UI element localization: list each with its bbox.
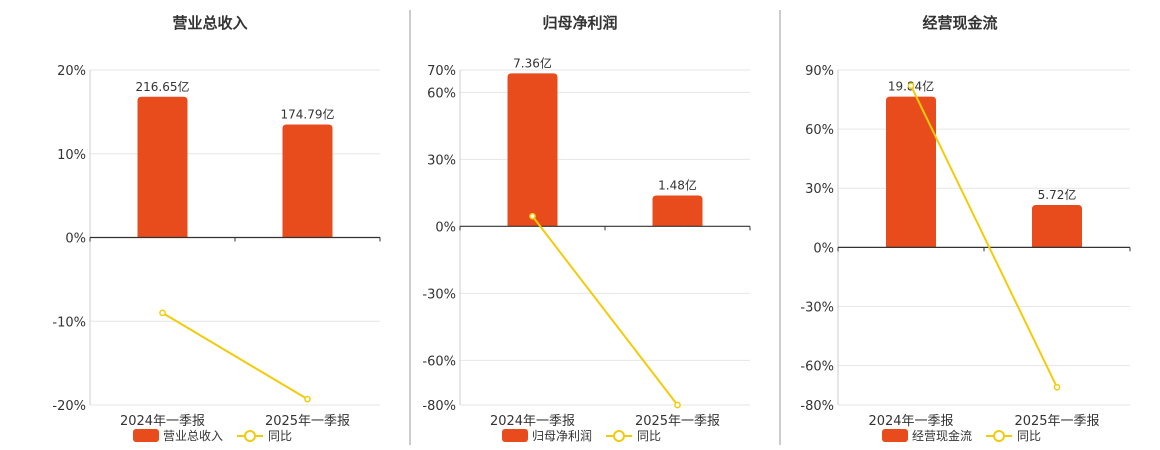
bar — [138, 97, 188, 238]
legend-line-marker — [245, 431, 255, 441]
bar-data-label: 216.65亿 — [136, 79, 190, 94]
legend-bar-swatch — [502, 429, 528, 442]
x-category-label: 2024年一季报 — [120, 414, 205, 429]
chart-title: 归母净利润 — [542, 14, 617, 32]
yoy-point — [160, 310, 165, 315]
legend-bar-swatch — [133, 429, 159, 442]
yoy-point — [305, 397, 310, 402]
y-tick-label: 90% — [805, 64, 834, 79]
x-category-label: 2025年一季报 — [1014, 414, 1099, 429]
bar-data-label: 5.72亿 — [1038, 187, 1077, 202]
chart-panel-2: 归母净利润 -80% -60% -30% 0% 30% 60% 70% 7.36亿 1.48亿 20… — [422, 14, 750, 443]
y-tick-label: -60% — [800, 360, 834, 375]
bar-data-label: 7.36亿 — [513, 55, 552, 70]
yoy-line — [533, 216, 678, 405]
bar — [886, 97, 936, 248]
y-tick-label: -30% — [422, 287, 456, 302]
chart-title: 营业总收入 — [172, 14, 247, 32]
x-category-label: 2024年一季报 — [490, 414, 575, 429]
bar-data-label: 1.48亿 — [658, 178, 697, 193]
y-tick-label: 60% — [805, 123, 834, 138]
x-category-label: 2025年一季报 — [635, 414, 720, 429]
bar — [508, 73, 558, 226]
chart-panel-1: 营业总收入 -20% -10% 0% 10% 20% 216.65亿 174.79亿 2024年… — [52, 14, 380, 443]
yoy-line — [163, 313, 308, 399]
y-tick-label: -10% — [52, 315, 86, 330]
y-tick-label: 20% — [57, 64, 86, 79]
yoy-point — [530, 214, 535, 219]
bar-data-label: 174.79亿 — [281, 106, 335, 121]
y-tick-label: -80% — [422, 399, 456, 414]
y-tick-label: -60% — [422, 354, 456, 369]
y-tick-label: -20% — [52, 399, 86, 414]
legend-bar-label: 营业总收入 — [163, 429, 223, 443]
y-tick-label: 0% — [435, 220, 456, 235]
yoy-point — [1054, 385, 1059, 390]
chart-title: 经营现金流 — [922, 14, 997, 32]
legend-line-label: 同比 — [268, 429, 292, 443]
bar — [283, 124, 333, 237]
y-tick-label: -80% — [800, 399, 834, 414]
legend-bar-label: 经营现金流 — [912, 428, 972, 443]
y-tick-label: 0% — [813, 241, 834, 256]
y-tick-label: -30% — [800, 300, 834, 315]
legend-line-label: 同比 — [1017, 429, 1041, 443]
bar — [653, 196, 703, 227]
y-tick-label: 70% — [427, 64, 456, 79]
x-category-label: 2024年一季报 — [868, 414, 953, 429]
y-tick-label: 60% — [427, 86, 456, 101]
legend-bar-label: 归母净利润 — [532, 429, 592, 443]
y-tick-label: 30% — [427, 153, 456, 168]
legend-line-label: 同比 — [637, 429, 661, 443]
yoy-point — [908, 83, 913, 88]
legend-bar-swatch — [882, 429, 908, 442]
legend-line-marker — [614, 431, 624, 441]
legend-line-marker — [994, 431, 1004, 441]
y-tick-label: 30% — [805, 182, 834, 197]
x-category-label: 2025年一季报 — [265, 414, 350, 429]
bar — [1032, 205, 1082, 247]
yoy-point — [675, 402, 680, 407]
y-tick-label: 0% — [65, 232, 86, 247]
y-tick-label: 10% — [57, 148, 86, 163]
chart-panel-3: 经营现金流-80%-60%-30%0%30%60%90%19.84亿5.72亿2… — [800, 14, 1130, 443]
